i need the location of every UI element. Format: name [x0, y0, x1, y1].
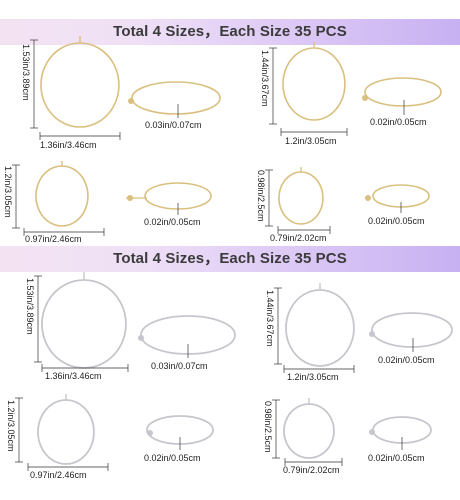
gold-small-hoop-front [278, 171, 324, 225]
silver-small-width-label: 0.79in/2.02cm [283, 465, 340, 475]
gold-large-hoop-front [40, 42, 120, 128]
silver-medium-large-clasp [369, 331, 375, 337]
gold-small-wire-label: 0.02in/0.05cm [368, 216, 425, 226]
silver-large-hoop-front [41, 279, 127, 369]
silver-large-width-label: 1.36in/3.46cm [45, 371, 102, 381]
gold-medium-large-hoop-side [364, 77, 442, 107]
silver-medium-large-width-label: 1.2in/3.05cm [287, 372, 339, 382]
silver-medium-height-label: 1.2in/3.05cm [6, 400, 16, 452]
gold-large-clasp [128, 98, 134, 104]
gold-large-hoop-side [131, 81, 221, 115]
top-banner: Total 4 Sizes，Each Size 35 PCS [0, 19, 460, 45]
silver-medium-width-label: 0.97in/2.46cm [30, 470, 87, 480]
gold-small-clasp [365, 195, 371, 201]
silver-medium-wire-label: 0.02in/0.05cm [144, 453, 201, 463]
gold-medium-width-label: 0.97in/2.46cm [25, 234, 82, 244]
silver-medium-group [15, 394, 214, 471]
silver-large-clasp [138, 335, 144, 341]
gold-large-width-label: 1.36in/3.46cm [40, 140, 97, 150]
gold-small-height-label: 0.98in/2.5cm [256, 170, 266, 222]
silver-large-height-label: 1.53in/3.89cm [25, 278, 35, 335]
silver-small-wire-label: 0.02in/0.05cm [368, 453, 425, 463]
gold-small-width-label: 0.79in/2.02cm [270, 233, 327, 243]
bottom-banner: Total 4 Sizes，Each Size 35 PCS [0, 246, 460, 272]
silver-medium-large-wire-label: 0.02in/0.05cm [378, 355, 435, 365]
silver-medium-large-group [274, 283, 453, 373]
gold-small-group [265, 167, 430, 234]
gold-medium-large-hoop-front [282, 47, 346, 121]
silver-medium-large-hoop-front [285, 289, 355, 367]
gold-medium-large-clasp [362, 95, 368, 101]
gold-medium-large-group [269, 42, 442, 136]
gold-medium-large-width-label: 1.2in/3.05cm [285, 136, 337, 146]
silver-medium-clasp [147, 430, 153, 436]
gold-large-height-label: 1.53in/3.89cm [21, 44, 31, 101]
gold-medium-large-wire-label: 0.02in/0.05cm [370, 117, 427, 127]
bottom-banner-title: Total 4 Sizes，Each Size 35 PCS [113, 250, 347, 267]
silver-medium-large-hoop-side [371, 312, 453, 348]
silver-medium-hoop-front [37, 399, 95, 465]
gold-medium-hoop-front [35, 165, 89, 227]
gold-large-wire-label: 0.03in/0.07cm [145, 120, 202, 130]
silver-small-height-label: 0.98in/2.5cm [263, 401, 273, 453]
silver-large-group [34, 272, 236, 372]
silver-small-group [272, 398, 432, 466]
silver-large-wire-label: 0.03in/0.07cm [151, 361, 208, 371]
gold-medium-large-height-label: 1.44in/3.67cm [260, 50, 270, 107]
silver-small-clasp [369, 429, 375, 435]
gold-medium-group [12, 161, 212, 236]
top-banner-title: Total 4 Sizes，Each Size 35 PCS [113, 23, 347, 40]
gold-medium-height-label: 1.2in/3.05cm [3, 166, 13, 218]
gold-large-group [30, 36, 221, 140]
gold-medium-wire-label: 0.02in/0.05cm [144, 217, 201, 227]
silver-medium-large-height-label: 1.44in/3.67cm [265, 290, 275, 347]
silver-small-hoop-front [283, 403, 335, 459]
